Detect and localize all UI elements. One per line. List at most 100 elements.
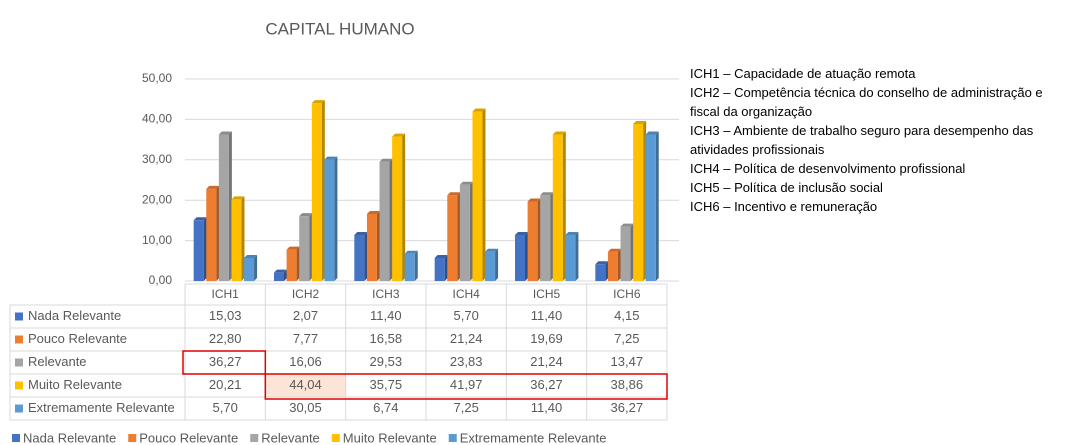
y-tick-label: 20,00 bbox=[142, 192, 172, 206]
bar bbox=[645, 134, 656, 281]
bar-side bbox=[457, 192, 461, 281]
y-tick-label: 50,00 bbox=[142, 71, 172, 85]
bar-top bbox=[595, 261, 609, 265]
bar bbox=[404, 253, 415, 281]
bar bbox=[311, 103, 322, 281]
bar bbox=[274, 272, 284, 281]
legend-key bbox=[128, 434, 137, 442]
table-key bbox=[15, 335, 23, 344]
bar-top bbox=[392, 133, 406, 137]
description: ICH6 – Incentivo e remuneração bbox=[690, 199, 878, 214]
legend-key bbox=[12, 434, 20, 442]
bar-top bbox=[552, 131, 566, 135]
bar-side bbox=[495, 248, 499, 281]
data-label: 36,27 bbox=[209, 354, 242, 369]
bar-side bbox=[321, 100, 325, 281]
description: ICH5 – Política de inclusão social bbox=[690, 180, 883, 195]
data-label: 7,77 bbox=[293, 331, 318, 346]
legend-label: Nada Relevante bbox=[23, 430, 116, 445]
bar bbox=[193, 220, 204, 281]
data-label: 11,40 bbox=[531, 400, 563, 415]
data-label: 22,80 bbox=[209, 331, 242, 346]
bar-side bbox=[482, 108, 486, 282]
bar-side bbox=[469, 181, 473, 281]
bar-top bbox=[645, 131, 659, 135]
data-label: 19,69 bbox=[530, 331, 563, 346]
legend-key bbox=[331, 434, 340, 442]
data-label: 5,70 bbox=[213, 400, 238, 415]
bar-side bbox=[228, 131, 232, 281]
description: ICH3 – Ambiente de trabalho seguro para … bbox=[690, 123, 1034, 157]
bar-top bbox=[527, 198, 541, 202]
data-label: 36,27 bbox=[530, 377, 563, 392]
data-label: 16,06 bbox=[289, 354, 322, 369]
bar-top bbox=[366, 211, 380, 215]
data-label: 38,86 bbox=[611, 377, 644, 392]
bar-side bbox=[334, 156, 338, 281]
table-key bbox=[15, 312, 23, 321]
bar bbox=[218, 134, 229, 281]
description: ICH1 – Capacidade de atuação remota bbox=[690, 66, 916, 81]
bar bbox=[595, 264, 606, 281]
bar-side bbox=[537, 198, 541, 281]
bar bbox=[324, 159, 335, 281]
bar-side bbox=[605, 261, 609, 281]
data-label: 2,07 bbox=[293, 308, 318, 323]
data-label: 29,53 bbox=[370, 354, 403, 369]
bar-top bbox=[299, 213, 313, 217]
x-tick-label: ICH4 bbox=[452, 287, 480, 301]
bar bbox=[434, 257, 445, 281]
bar-side bbox=[376, 211, 380, 281]
data-label: 4,15 bbox=[614, 308, 639, 323]
x-tick-label: ICH6 bbox=[613, 287, 641, 301]
bar bbox=[447, 195, 458, 281]
bar bbox=[527, 201, 538, 281]
bar bbox=[633, 124, 644, 281]
bar bbox=[286, 249, 297, 281]
cell-highlight bbox=[265, 374, 346, 397]
bar bbox=[485, 251, 496, 281]
bar-side bbox=[284, 269, 287, 281]
bar bbox=[472, 111, 483, 282]
bar bbox=[565, 234, 576, 281]
bar bbox=[607, 251, 618, 281]
x-tick-label: ICH1 bbox=[211, 287, 239, 301]
y-tick-label: 10,00 bbox=[142, 233, 172, 247]
data-label: 44,04 bbox=[289, 377, 322, 392]
bar-top bbox=[434, 254, 448, 258]
bar bbox=[299, 216, 310, 281]
bar-side bbox=[402, 133, 406, 281]
x-tick-label: ICH5 bbox=[533, 287, 561, 301]
bar bbox=[206, 188, 217, 281]
row-label: Pouco Relevante bbox=[28, 331, 127, 346]
bar bbox=[515, 234, 525, 281]
bar bbox=[244, 257, 255, 281]
bar-side bbox=[617, 248, 621, 281]
bar-side bbox=[444, 254, 448, 281]
bar-top bbox=[274, 269, 287, 273]
bar-top bbox=[311, 100, 325, 104]
legend-label: Relevante bbox=[261, 430, 320, 445]
bar-side bbox=[216, 185, 220, 281]
table-key bbox=[15, 404, 23, 413]
legend-label: Muito Relevante bbox=[343, 430, 437, 445]
bar-top bbox=[515, 231, 528, 235]
data-label: 21,24 bbox=[450, 331, 483, 346]
bar-top bbox=[193, 217, 207, 221]
x-tick-label: ICH2 bbox=[292, 287, 320, 301]
highlight-box bbox=[182, 350, 267, 375]
data-label: 16,58 bbox=[370, 331, 403, 346]
descriptions: ICH1 – Capacidade de atuação remota ICH2 … bbox=[690, 64, 1075, 216]
bar-side bbox=[550, 192, 554, 281]
bar-top bbox=[447, 192, 461, 196]
bar-top bbox=[244, 254, 258, 258]
bar-side bbox=[364, 231, 368, 281]
bar-side bbox=[254, 254, 258, 281]
bar-side bbox=[562, 131, 566, 281]
bar-side bbox=[309, 213, 313, 281]
legend-label: Pouco Relevante bbox=[139, 430, 238, 445]
bar-top bbox=[607, 248, 621, 252]
bar-side bbox=[630, 223, 634, 281]
